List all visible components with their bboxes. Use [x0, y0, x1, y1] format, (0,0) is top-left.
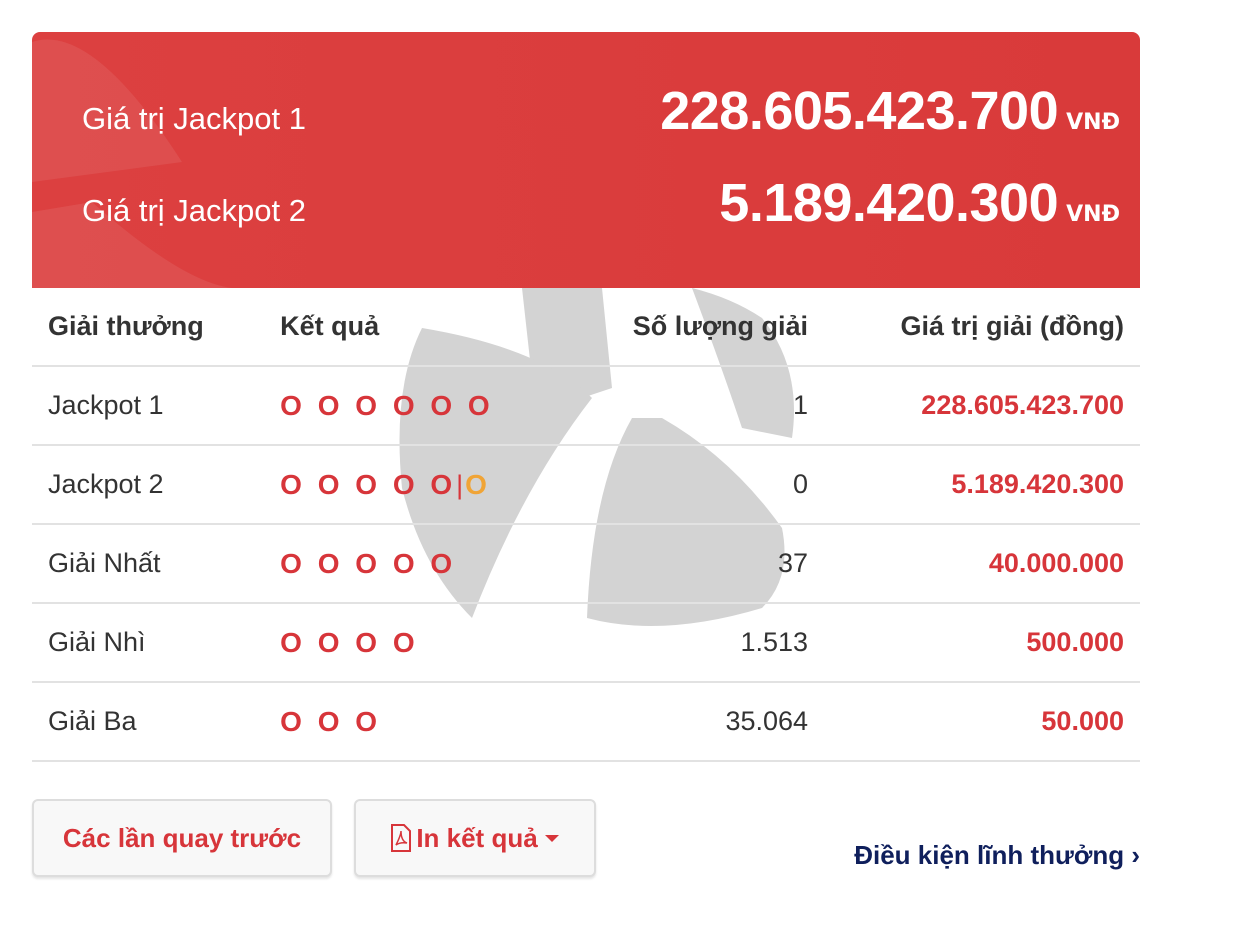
logo-watermark-icon — [32, 39, 232, 288]
jackpot-2-value: 5.189.420.300 — [719, 173, 1059, 233]
winner-count: 0 — [567, 445, 825, 525]
winner-count: 1.513 — [567, 603, 825, 683]
prize-conditions-link[interactable]: Điều kiện lĩnh thưởng › — [854, 840, 1140, 871]
prize-name: Giải Ba — [32, 682, 265, 762]
print-results-button[interactable]: In kết quả — [354, 799, 596, 877]
prize-name: Jackpot 1 — [32, 366, 265, 446]
jackpot-1-value: 228.605.423.700 — [660, 81, 1059, 141]
table-row: Giải Ba O O O 35.064 50.000 — [32, 682, 1140, 762]
table-row: Giải Nhì O O O O 1.513 500.000 — [32, 603, 1140, 683]
previous-draws-button[interactable]: Các lần quay trước — [32, 799, 332, 877]
prize-conditions-label: Điều kiện lĩnh thưởng — [854, 840, 1125, 870]
prize-value: 228.605.423.700 — [824, 366, 1140, 446]
caret-down-icon — [544, 835, 559, 842]
result-cell: O O O O — [264, 603, 568, 683]
table-header: Giải thưởng Kết quả Số lượng giải Giá tr… — [32, 288, 1140, 367]
prize-name: Giải Nhất — [32, 524, 265, 604]
print-results-label: In kết quả — [416, 822, 538, 853]
result-cell: O O O O O|O — [264, 445, 568, 525]
jackpot-1-label: Giá trị Jackpot 1 — [82, 101, 306, 136]
prize-table: Giải thưởng Kết quả Số lượng giải Giá tr… — [32, 288, 1140, 762]
results-panel: Giá trị Jackpot 1 228.605.423.700 VNĐ Giá… — [32, 32, 1140, 762]
result-balls: O O O — [280, 705, 382, 737]
extra-ball: O — [465, 468, 491, 500]
result-cell: O O O O O O — [264, 366, 568, 446]
result-balls: O O O O — [280, 626, 419, 658]
prize-value: 5.189.420.300 — [824, 445, 1140, 525]
pdf-file-icon — [391, 824, 412, 852]
prize-name: Jackpot 2 — [32, 445, 265, 525]
header-prize: Giải thưởng — [32, 288, 265, 367]
prize-name: Giải Nhì — [32, 603, 265, 683]
result-balls: O O O O O O — [280, 389, 494, 421]
jackpot-banner: Giá trị Jackpot 1 228.605.423.700 VNĐ Giá… — [32, 32, 1140, 288]
chevron-right-icon: › — [1131, 840, 1140, 870]
prize-value: 500.000 — [824, 603, 1140, 683]
winner-count: 37 — [567, 524, 825, 604]
table-row: Giải Nhất O O O O O 37 40.000.000 — [32, 524, 1140, 604]
prize-value: 50.000 — [824, 682, 1140, 762]
table-row: Jackpot 2 O O O O O|O 0 5.189.420.300 — [32, 445, 1140, 525]
jackpot-1-row: Giá trị Jackpot 1 228.605.423.700 VNĐ — [82, 80, 1120, 142]
header-count: Số lượng giải — [567, 288, 825, 367]
result-balls: O O O O O — [280, 547, 457, 579]
jackpot-2-label: Giá trị Jackpot 2 — [82, 193, 306, 228]
result-cell: O O O — [264, 682, 568, 762]
header-value: Giá trị giải (đồng) — [824, 288, 1140, 367]
result-cell: O O O O O — [264, 524, 568, 604]
separator: | — [456, 469, 466, 500]
jackpot-1-currency: VNĐ — [1066, 110, 1120, 135]
winner-count: 35.064 — [567, 682, 825, 762]
table-row: Jackpot 1 O O O O O O 1 228.605.423.700 — [32, 366, 1140, 446]
jackpot-2-currency: VNĐ — [1066, 202, 1120, 227]
result-balls: O O O O O — [280, 468, 457, 500]
header-result: Kết quả — [264, 288, 568, 367]
previous-draws-label: Các lần quay trước — [62, 822, 302, 853]
jackpot-2-row: Giá trị Jackpot 2 5.189.420.300 VNĐ — [82, 172, 1120, 234]
winner-count: 1 — [567, 366, 825, 446]
prize-value: 40.000.000 — [824, 524, 1140, 604]
